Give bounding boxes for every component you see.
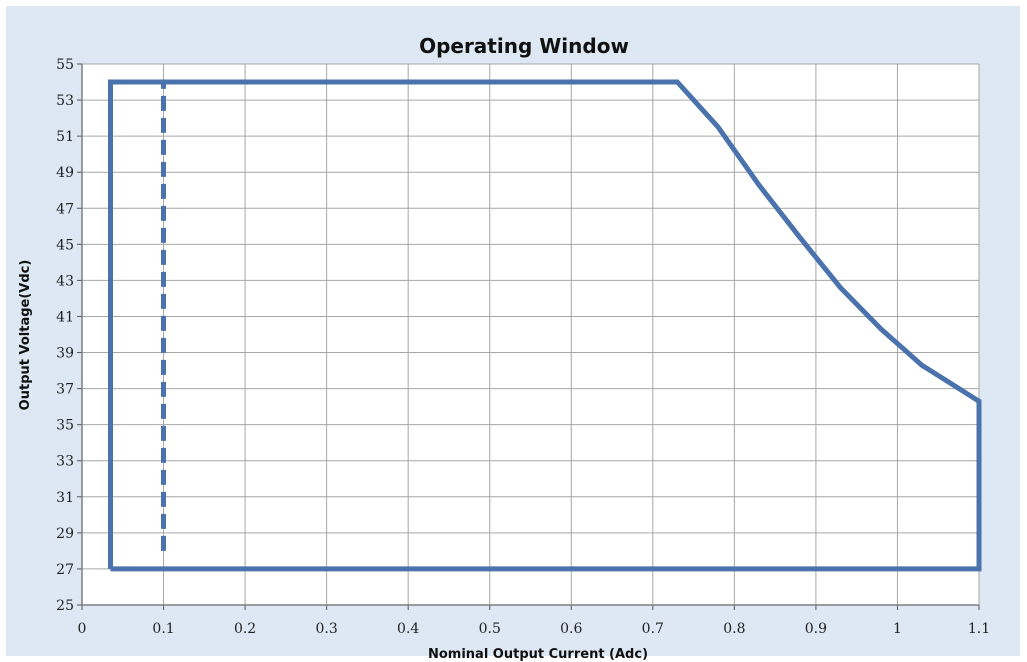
x-tick-label: 0.3: [316, 621, 338, 637]
y-tick-label: 43: [56, 273, 74, 289]
x-tick-label: 0.5: [479, 621, 501, 637]
x-tick-label: 0.2: [234, 621, 256, 637]
y-tick-label: 33: [56, 454, 74, 470]
operating-window-boundary: [108, 79, 982, 572]
x-tick-label: 0: [78, 621, 87, 637]
y-tick-label: 45: [56, 237, 74, 253]
x-tick-label: 0.7: [642, 621, 664, 637]
y-tick-label: 47: [56, 201, 74, 217]
y-tick-label: 25: [56, 598, 74, 614]
y-tick-label: 51: [56, 129, 74, 145]
x-tick-label: 0.8: [723, 621, 745, 637]
x-tick-label: 0.1: [152, 621, 174, 637]
x-tick-label: 0.9: [805, 621, 827, 637]
y-tick-label: 41: [56, 309, 74, 325]
plot-area: 0 0.1 0.2 0.3 0.4 0.5 0.6 0.7 0.8 0.9 1 1.1 25 27 29 31…: [56, 57, 990, 637]
y-tick-label: 31: [56, 490, 74, 506]
y-tick-label: 55: [56, 57, 74, 73]
y-tick-label: 27: [56, 562, 74, 578]
y-tick-label: 39: [56, 346, 74, 362]
y-tick-label: 53: [56, 93, 74, 109]
y-tick-label: 49: [56, 165, 74, 181]
x-tick-label: 1.1: [968, 621, 990, 637]
x-axis-title: Nominal Output Current (Adc): [428, 647, 648, 662]
chart-title: Operating Window: [419, 34, 629, 58]
x-tick-label: 0.4: [397, 621, 419, 637]
y-axis-title: Output Voltage(Vdc): [18, 260, 33, 411]
x-tick-label: 0.6: [560, 621, 582, 637]
y-tick-label: 29: [56, 526, 74, 542]
plot-background: [82, 64, 979, 605]
y-tick-label: 35: [56, 418, 74, 434]
y-tick-label: 37: [56, 382, 74, 398]
x-tick-label: 1: [893, 621, 902, 637]
